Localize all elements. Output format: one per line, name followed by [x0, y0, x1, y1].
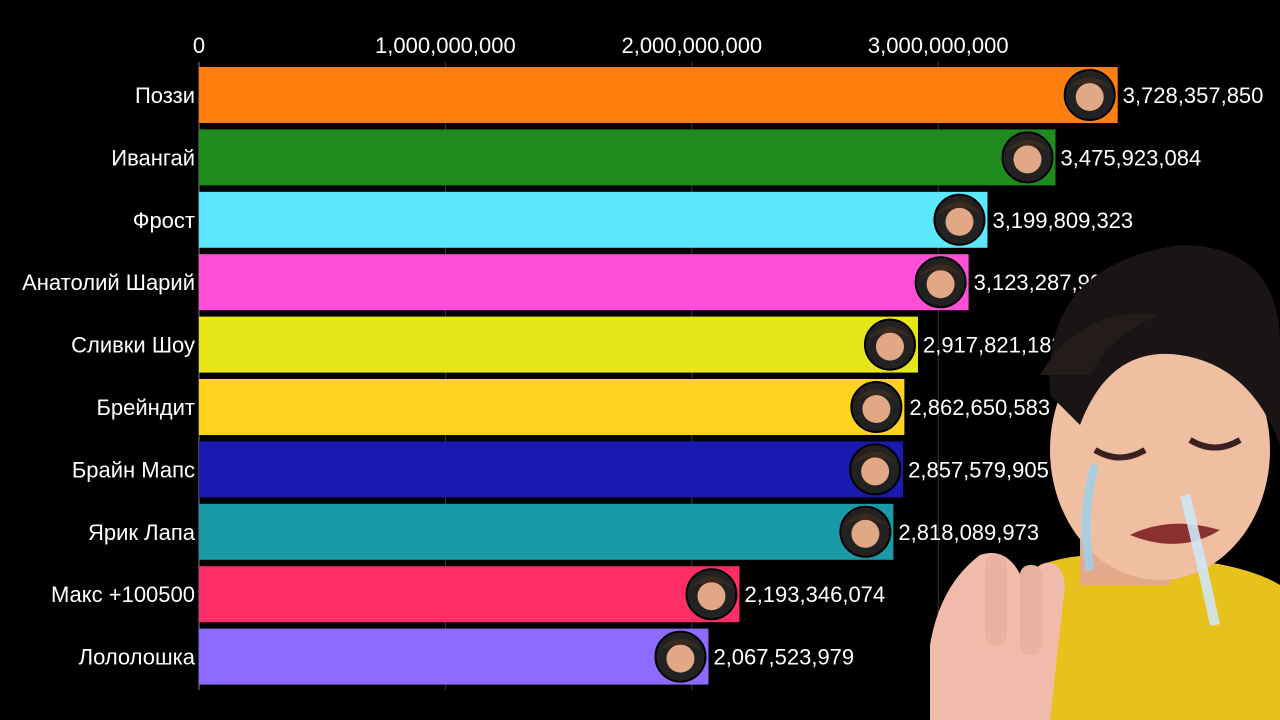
bar	[199, 628, 709, 685]
category-label: Поззи	[135, 83, 195, 108]
category-label: Брайн Мапс	[72, 457, 195, 482]
crying-person-image	[930, 245, 1280, 720]
x-tick-label: 1,000,000,000	[375, 33, 516, 58]
bar	[199, 566, 740, 623]
bar	[199, 503, 894, 560]
value-label: 2,067,523,979	[713, 645, 854, 670]
value-label: 3,475,923,084	[1061, 145, 1202, 170]
category-labels: Поззи Ивангай Фрост Анатолий Шарий Сливки Шо…	[22, 83, 196, 670]
avatar-icon	[1063, 69, 1116, 121]
category-label: Сливки Шоу	[71, 333, 195, 358]
avatars	[654, 69, 1116, 683]
category-label: Ивангай	[111, 145, 195, 170]
value-label: 3,728,357,850	[1123, 83, 1264, 108]
avatar-icon	[914, 256, 967, 309]
bar	[199, 254, 969, 311]
avatar-icon	[863, 318, 916, 371]
x-axis-ticks: 0 1,000,000,000 2,000,000,000 3,000,000,000	[193, 33, 1009, 58]
avatar-icon	[1001, 131, 1054, 184]
bar	[199, 191, 988, 248]
value-label: 2,862,650,583	[909, 395, 1050, 420]
category-label: Макс +100500	[51, 582, 195, 607]
avatar-icon	[654, 630, 707, 683]
avatar-icon	[849, 443, 902, 496]
value-label: 2,193,346,074	[744, 582, 885, 607]
category-label: Лололошка	[79, 645, 196, 670]
value-label: 2,857,579,905	[908, 457, 1049, 482]
avatar-icon	[850, 381, 903, 433]
value-labels: 3,728,357,8503,475,923,0843,199,809,3233…	[713, 83, 1263, 670]
category-label: Брейндит	[96, 395, 195, 420]
category-label: Фрост	[133, 208, 195, 233]
bar	[199, 129, 1056, 186]
bar	[199, 441, 904, 498]
value-label: 3,199,809,323	[992, 208, 1133, 233]
category-label: Ярик Лапа	[88, 520, 196, 545]
bars	[199, 67, 1118, 685]
value-label: 2,818,089,973	[898, 520, 1039, 545]
avatar-icon	[685, 568, 738, 621]
x-tick-label: 0	[193, 33, 205, 58]
avatar-icon	[933, 193, 986, 246]
x-tick-label: 2,000,000,000	[621, 33, 762, 58]
x-tick-label: 3,000,000,000	[868, 33, 1009, 58]
bar	[199, 316, 918, 373]
avatar-icon	[839, 505, 892, 558]
value-label: 2,917,821,183	[923, 333, 1064, 358]
category-label: Анатолий Шарий	[22, 270, 195, 295]
bar	[199, 67, 1118, 123]
bar	[199, 379, 905, 435]
